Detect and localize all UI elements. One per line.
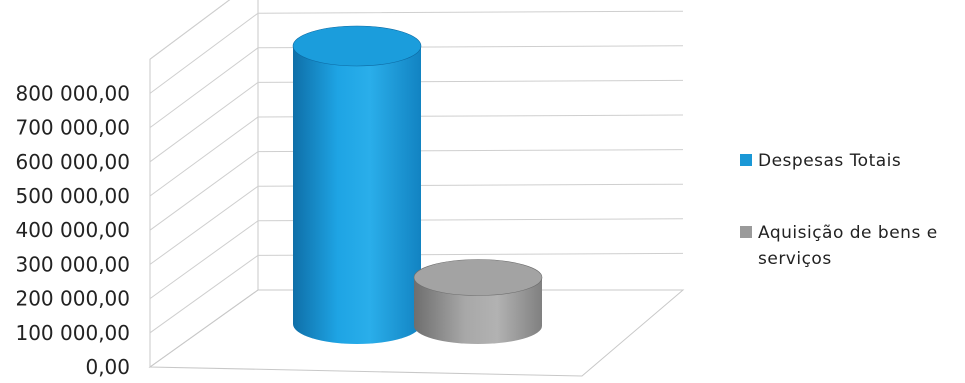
legend-label: Aquisição de bens e [758,223,938,243]
y-tick-label: 500 000,00 [15,184,130,208]
bar-top [414,260,542,296]
y-tick-label: 100 000,00 [15,321,130,345]
legend: Despesas Totais Aquisição de bens e serviç… [740,151,938,269]
bar-top [293,26,421,66]
y-tick-label: 0,00 [85,355,130,379]
y-axis-tick-labels: 0,00 100 000,00 200 000,00 300 000,00 400 00… [15,81,130,379]
legend-swatch [740,226,752,238]
bar-2 [414,260,542,344]
bar-1 [293,26,421,344]
y-tick-label: 700 000,00 [15,116,130,140]
y-tick-label: 200 000,00 [15,287,130,311]
y-tick-label: 800 000,00 [15,81,130,105]
side-wall [150,0,258,367]
legend-swatch [740,154,752,166]
y-tick-label: 400 000,00 [15,218,130,242]
bar-body [293,46,421,344]
y-tick-label: 600 000,00 [15,150,130,174]
legend-label: Despesas Totais [758,151,901,171]
y-tick-label: 300 000,00 [15,252,130,276]
legend-label: serviços [758,249,832,269]
